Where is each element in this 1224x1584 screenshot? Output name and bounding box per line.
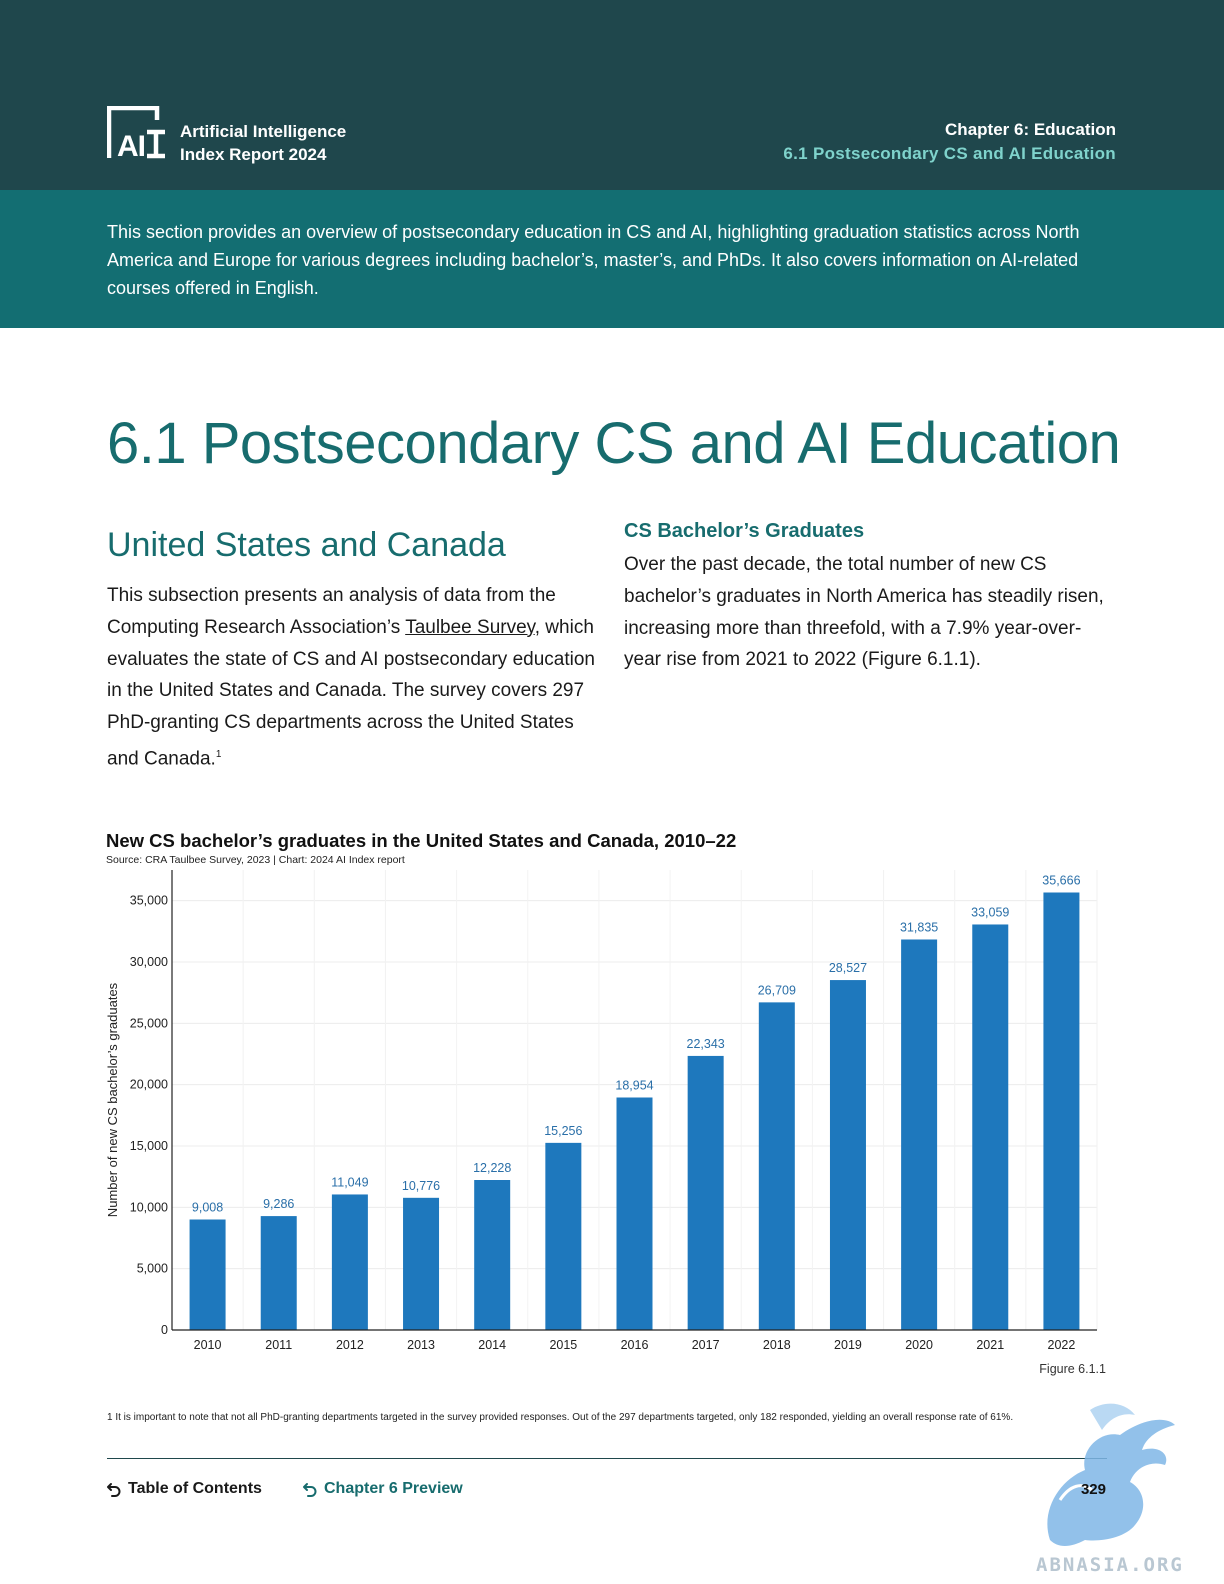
bar [616,1097,653,1330]
data-label: 33,059 [971,905,1009,919]
x-tick-label: 2011 [265,1338,292,1352]
data-label: 12,228 [473,1161,511,1175]
cs-bachelors-paragraph: Over the past decade, the total number o… [624,554,1104,671]
x-tick-label: 2012 [336,1338,364,1352]
data-label: 35,666 [1042,873,1080,887]
chapter-title: Chapter 6: Education [945,120,1116,139]
y-tick-label: 25,000 [130,1016,168,1030]
table-of-contents-link[interactable]: Table of Contents [106,1480,262,1498]
bar [829,980,866,1330]
subsection-paragraph: This subsection presents an analysis of … [107,580,607,775]
x-tick-label: 2022 [1048,1338,1076,1352]
data-label: 9,008 [192,1201,223,1215]
ai-index-logo-icon: AI [107,106,165,160]
paragraph-text-end: , which evaluates the state of CS and AI… [107,616,595,770]
cs-bachelors-heading: CS Bachelor’s Graduates [624,520,865,542]
chapter-info: Chapter 6: Education 6.1 Postsecondary C… [783,118,1116,166]
data-label: 9,286 [263,1197,294,1211]
subsection-heading: United States and Canada [107,526,506,564]
bar [403,1197,440,1330]
y-axis-title: Number of new CS bachelor’s graduates [105,982,120,1217]
brand-line-1: Artificial Intelligence [180,122,347,141]
bar [972,924,1009,1330]
data-label: 10,776 [402,1179,440,1193]
griffin-logo-icon [1047,1403,1175,1546]
data-label: 31,835 [900,920,938,934]
watermark-text: ABNASIA.ORG [1036,1554,1184,1576]
report-header: AI Artificial Intelligence Index Report … [0,0,1224,190]
y-tick-label: 5,000 [137,1262,168,1276]
footer-divider [107,1458,1107,1459]
brand-name: Artificial Intelligence Index Report 202… [180,120,346,166]
bar-chart: 9,008 9,286 11,049 10,776 12,228 15,256 18,954… [105,870,1098,1352]
bar [189,1219,226,1330]
page-number: 329 [1080,1481,1106,1498]
data-label: 18,954 [615,1078,653,1092]
section-intro: This section provides an overview of pos… [0,190,1224,328]
footnote-marker[interactable]: 1 [215,748,222,760]
chapter-preview-link[interactable]: Chapter 6 Preview [302,1480,463,1498]
x-tick-label: 2017 [692,1338,720,1352]
y-tick-label: 20,000 [130,1078,168,1092]
chart-title: New CS bachelor’s graduates in the Unite… [106,830,737,851]
data-label: 11,049 [331,1175,368,1189]
figure-label: Figure 6.1.1 [1039,1362,1106,1376]
x-tick-label: 2018 [763,1338,791,1352]
page-title: 6.1 Postsecondary CS and AI Education [107,411,1121,476]
x-tick-label: 2010 [194,1338,222,1352]
x-tick-label: 2013 [407,1338,435,1352]
y-tick-label: 0 [161,1323,168,1337]
x-tick-label: 2019 [834,1338,862,1352]
back-arrow-icon [303,1483,317,1497]
bar [260,1216,297,1330]
bar [545,1142,582,1330]
chart-source: Source: CRA Taulbee Survey, 2023 | Chart… [106,854,405,866]
bar [331,1194,368,1330]
section-title: 6.1 Postsecondary CS and AI Education [783,144,1116,163]
data-label: 26,709 [758,983,796,997]
paragraph-text-start: This subsection presents an analysis of … [107,585,556,638]
data-label: 22,343 [687,1037,725,1051]
toc-label: Table of Contents [128,1480,262,1497]
chapter-preview-label: Chapter 6 Preview [324,1480,463,1497]
footnote: 1 It is important to note that not all P… [107,1412,1014,1423]
bar [901,939,938,1330]
x-tick-label: 2015 [549,1338,577,1352]
y-tick-label: 15,000 [130,1139,168,1153]
intro-text: This section provides an overview of pos… [107,222,1080,298]
back-arrow-icon [107,1483,121,1497]
svg-text:AI: AI [117,130,145,160]
x-tick-label: 2014 [478,1338,506,1352]
brand-line-2: Index Report 2024 [180,145,327,164]
y-tick-label: 30,000 [130,955,168,969]
data-label: 28,527 [829,961,867,975]
bar [474,1180,511,1330]
bar [1043,892,1080,1330]
x-tick-label: 2021 [976,1338,1004,1352]
bar [687,1055,724,1330]
y-tick-label: 10,000 [130,1200,168,1214]
data-label: 15,256 [544,1124,582,1138]
x-tick-label: 2016 [621,1338,649,1352]
bar [758,1002,795,1330]
x-tick-label: 2020 [905,1338,933,1352]
taulbee-survey-link[interactable]: Taulbee Survey [405,616,535,638]
y-tick-label: 35,000 [130,894,168,908]
